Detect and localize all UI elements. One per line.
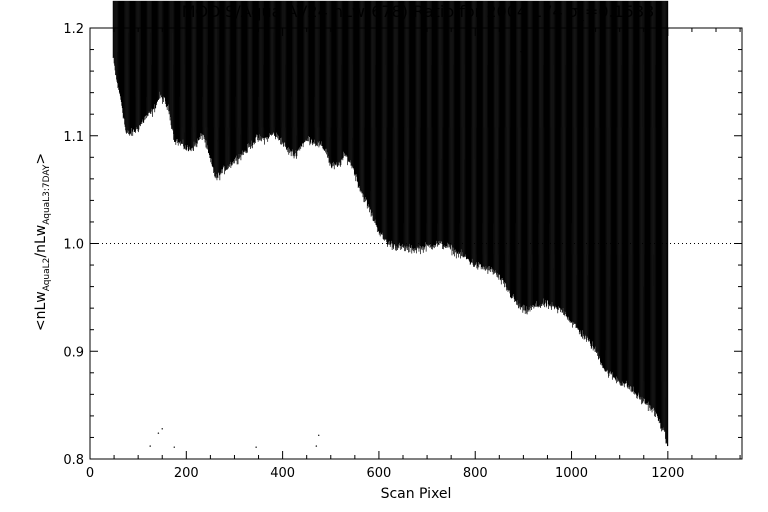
x-axis-label: Scan Pixel [381, 486, 452, 502]
x-tick-label: 0 [86, 466, 94, 481]
x-tick-label: 600 [367, 466, 392, 481]
x-tick-label: 200 [174, 466, 199, 481]
x-tick-labels: 0 200 400 600 800 1000 1200 [86, 466, 685, 481]
y-tick-label: 1.2 [63, 22, 84, 37]
x-tick-label: 400 [270, 466, 295, 481]
outlier-point [149, 445, 151, 447]
y-tick-label: 0.9 [63, 345, 84, 360]
outlier-point [523, 72, 526, 74]
outlier-point [161, 428, 163, 430]
y-tick-label: 1.1 [63, 130, 84, 145]
x-tick-label: 1000 [555, 466, 588, 481]
outlier-point [157, 432, 160, 434]
y-axis-label: <nLwAquaL2/nLwAquaL3:7DAY> [33, 153, 52, 331]
outlier-point [315, 445, 318, 447]
data-points [112, 0, 669, 448]
outlier-point [255, 446, 257, 448]
y-tick-label: 0.8 [63, 453, 84, 468]
outlier-point [173, 446, 175, 448]
x-tick-label: 1200 [651, 466, 684, 481]
x-tick-label: 800 [463, 466, 488, 481]
outlier-point [520, 51, 522, 53]
y-tick-labels: 0.8 0.9 1.0 1.1 1.2 [63, 22, 84, 468]
outlier-point [318, 434, 320, 436]
y-tick-label: 1.0 [63, 238, 84, 253]
